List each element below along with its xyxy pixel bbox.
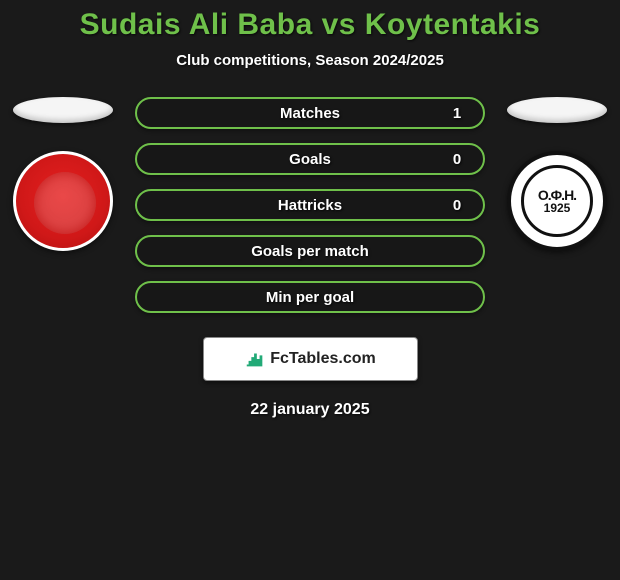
stat-right-value: 1 [437, 105, 477, 122]
player-photo-left-placeholder [13, 97, 113, 123]
stat-row: Goals per match [135, 235, 485, 267]
source-badge[interactable]: FcTables.com [203, 337, 418, 381]
page-title: Sudais Ali Baba vs Koytentakis [0, 8, 620, 42]
left-side [3, 97, 123, 251]
stat-right-value: 0 [437, 151, 477, 168]
stat-label: Matches [137, 105, 483, 122]
club-logo-left [13, 151, 113, 251]
comparison-card: Sudais Ali Baba vs Koytentakis Club comp… [0, 0, 620, 419]
stat-label: Goals per match [137, 243, 483, 260]
stats-list: Matches1Goals0Hattricks0Goals per matchM… [135, 97, 485, 313]
stat-row: Hattricks0 [135, 189, 485, 221]
stat-row: Goals0 [135, 143, 485, 175]
date-label: 22 january 2025 [0, 401, 620, 419]
source-badge-text: FcTables.com [270, 350, 376, 368]
stat-label: Goals [137, 151, 483, 168]
stat-right-value: 0 [437, 197, 477, 214]
stat-label: Min per goal [137, 289, 483, 306]
stat-row: Min per goal [135, 281, 485, 313]
subtitle: Club competitions, Season 2024/2025 [0, 52, 620, 69]
main-row: Matches1Goals0Hattricks0Goals per matchM… [0, 97, 620, 313]
stat-row: Matches1 [135, 97, 485, 129]
chart-icon [244, 348, 266, 370]
club-right-line2: 1925 [544, 201, 571, 215]
player-photo-right-placeholder [507, 97, 607, 123]
club-logo-right-inner: O.Φ.H. 1925 [521, 165, 593, 237]
stat-label: Hattricks [137, 197, 483, 214]
right-side: O.Φ.H. 1925 [497, 97, 617, 251]
club-logo-right: O.Φ.H. 1925 [507, 151, 607, 251]
